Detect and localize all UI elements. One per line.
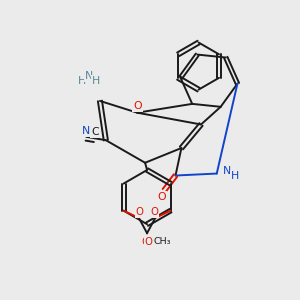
Text: CH₃: CH₃ <box>154 237 171 246</box>
Text: N: N <box>223 166 231 176</box>
Text: O: O <box>136 207 143 217</box>
Text: H: H <box>92 76 101 86</box>
Text: O: O <box>157 192 166 202</box>
Text: N: N <box>82 126 90 136</box>
Text: H: H <box>78 76 86 86</box>
Text: O: O <box>133 101 142 111</box>
Text: H: H <box>231 171 239 181</box>
Text: CH₃: CH₃ <box>152 237 170 246</box>
Text: C: C <box>91 128 99 137</box>
Text: N: N <box>85 71 94 81</box>
Text: O: O <box>151 207 159 217</box>
Text: O: O <box>145 237 153 247</box>
Text: O: O <box>142 237 149 247</box>
